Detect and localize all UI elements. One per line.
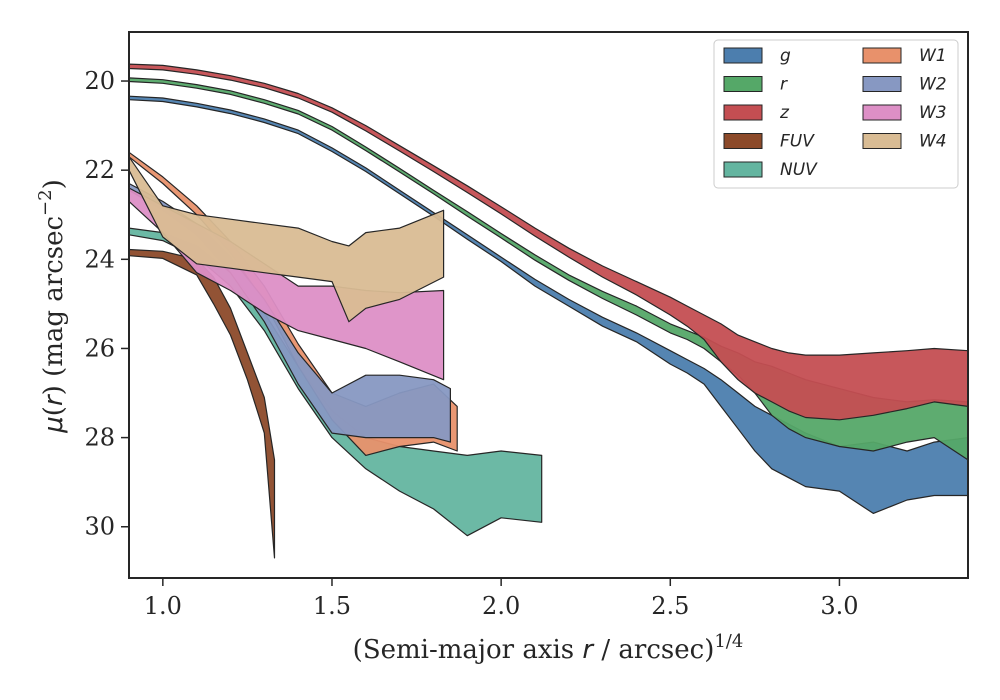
y-tick-label: 26 [84, 334, 115, 362]
legend-label-w4: W4 [919, 132, 947, 152]
x-tick-label: 1.0 [144, 592, 182, 620]
x-tick-label: 3.0 [820, 592, 858, 620]
x-tick-label: 2.5 [651, 592, 689, 620]
x-axis-label-exponent: 1/4 [714, 631, 743, 652]
band-layer [128, 63, 969, 559]
x-axis-label: (Semi-major axis r / arcsec)1/4 [353, 631, 744, 665]
band-w4 [128, 156, 445, 323]
legend-swatch-w4 [862, 133, 902, 149]
y-axis-label-exponent: −2 [35, 189, 56, 216]
y-tick-label: 30 [84, 513, 115, 541]
y-tick-label: 24 [84, 245, 115, 273]
y-axis-label: μ(r) (mag arcsec−2) [35, 179, 69, 434]
y-axis-label-close: ) [39, 179, 69, 189]
legend-label-w2: W2 [919, 75, 947, 95]
legend-swatch-g [723, 47, 763, 64]
legend-swatch-w1 [862, 47, 902, 64]
legend-swatch-w3 [862, 104, 902, 121]
y-axis-label-mu: μ [39, 416, 69, 434]
legend-label-nuv: NUV [780, 160, 818, 180]
legend-swatch-r [723, 76, 763, 92]
x-axis-label-r: r [582, 635, 595, 665]
legend-swatch-z [723, 104, 763, 121]
x-tick-label: 1.5 [313, 592, 351, 620]
y-tick-label: 22 [84, 156, 115, 184]
x-axis-label-suffix: / arcsec) [593, 635, 714, 665]
plot-frame [128, 31, 969, 579]
legend-label-z: z [779, 103, 790, 123]
legend-label-r: r [780, 75, 788, 95]
legend-label-w1: W1 [919, 46, 947, 66]
y-axis-label-r: r [39, 393, 69, 406]
legend-swatch-w2 [862, 76, 902, 92]
x-tick-label: 2.0 [482, 592, 520, 620]
y-axis-label-units: ) (mag arcsec [39, 216, 69, 395]
tick-layer: 1.0 1.5 2.0 2.5 3.0 20 22 24 26 28 30 [84, 67, 858, 620]
legend-label-fuv: FUV [780, 132, 815, 152]
legend-label-g: g [780, 46, 791, 66]
x-axis-label-prefix: (Semi-major axis [353, 635, 583, 665]
legend: grz FUV NUV W1 W2 W3 W4 [713, 39, 959, 189]
y-tick-label: 28 [84, 424, 115, 452]
legend-swatch-fuv [723, 133, 763, 149]
y-tick-label: 20 [84, 67, 115, 95]
legend-label-w3: W3 [919, 103, 947, 123]
legend-swatch-nuv [723, 161, 763, 178]
y-axis-label-paren: ( [39, 406, 69, 416]
